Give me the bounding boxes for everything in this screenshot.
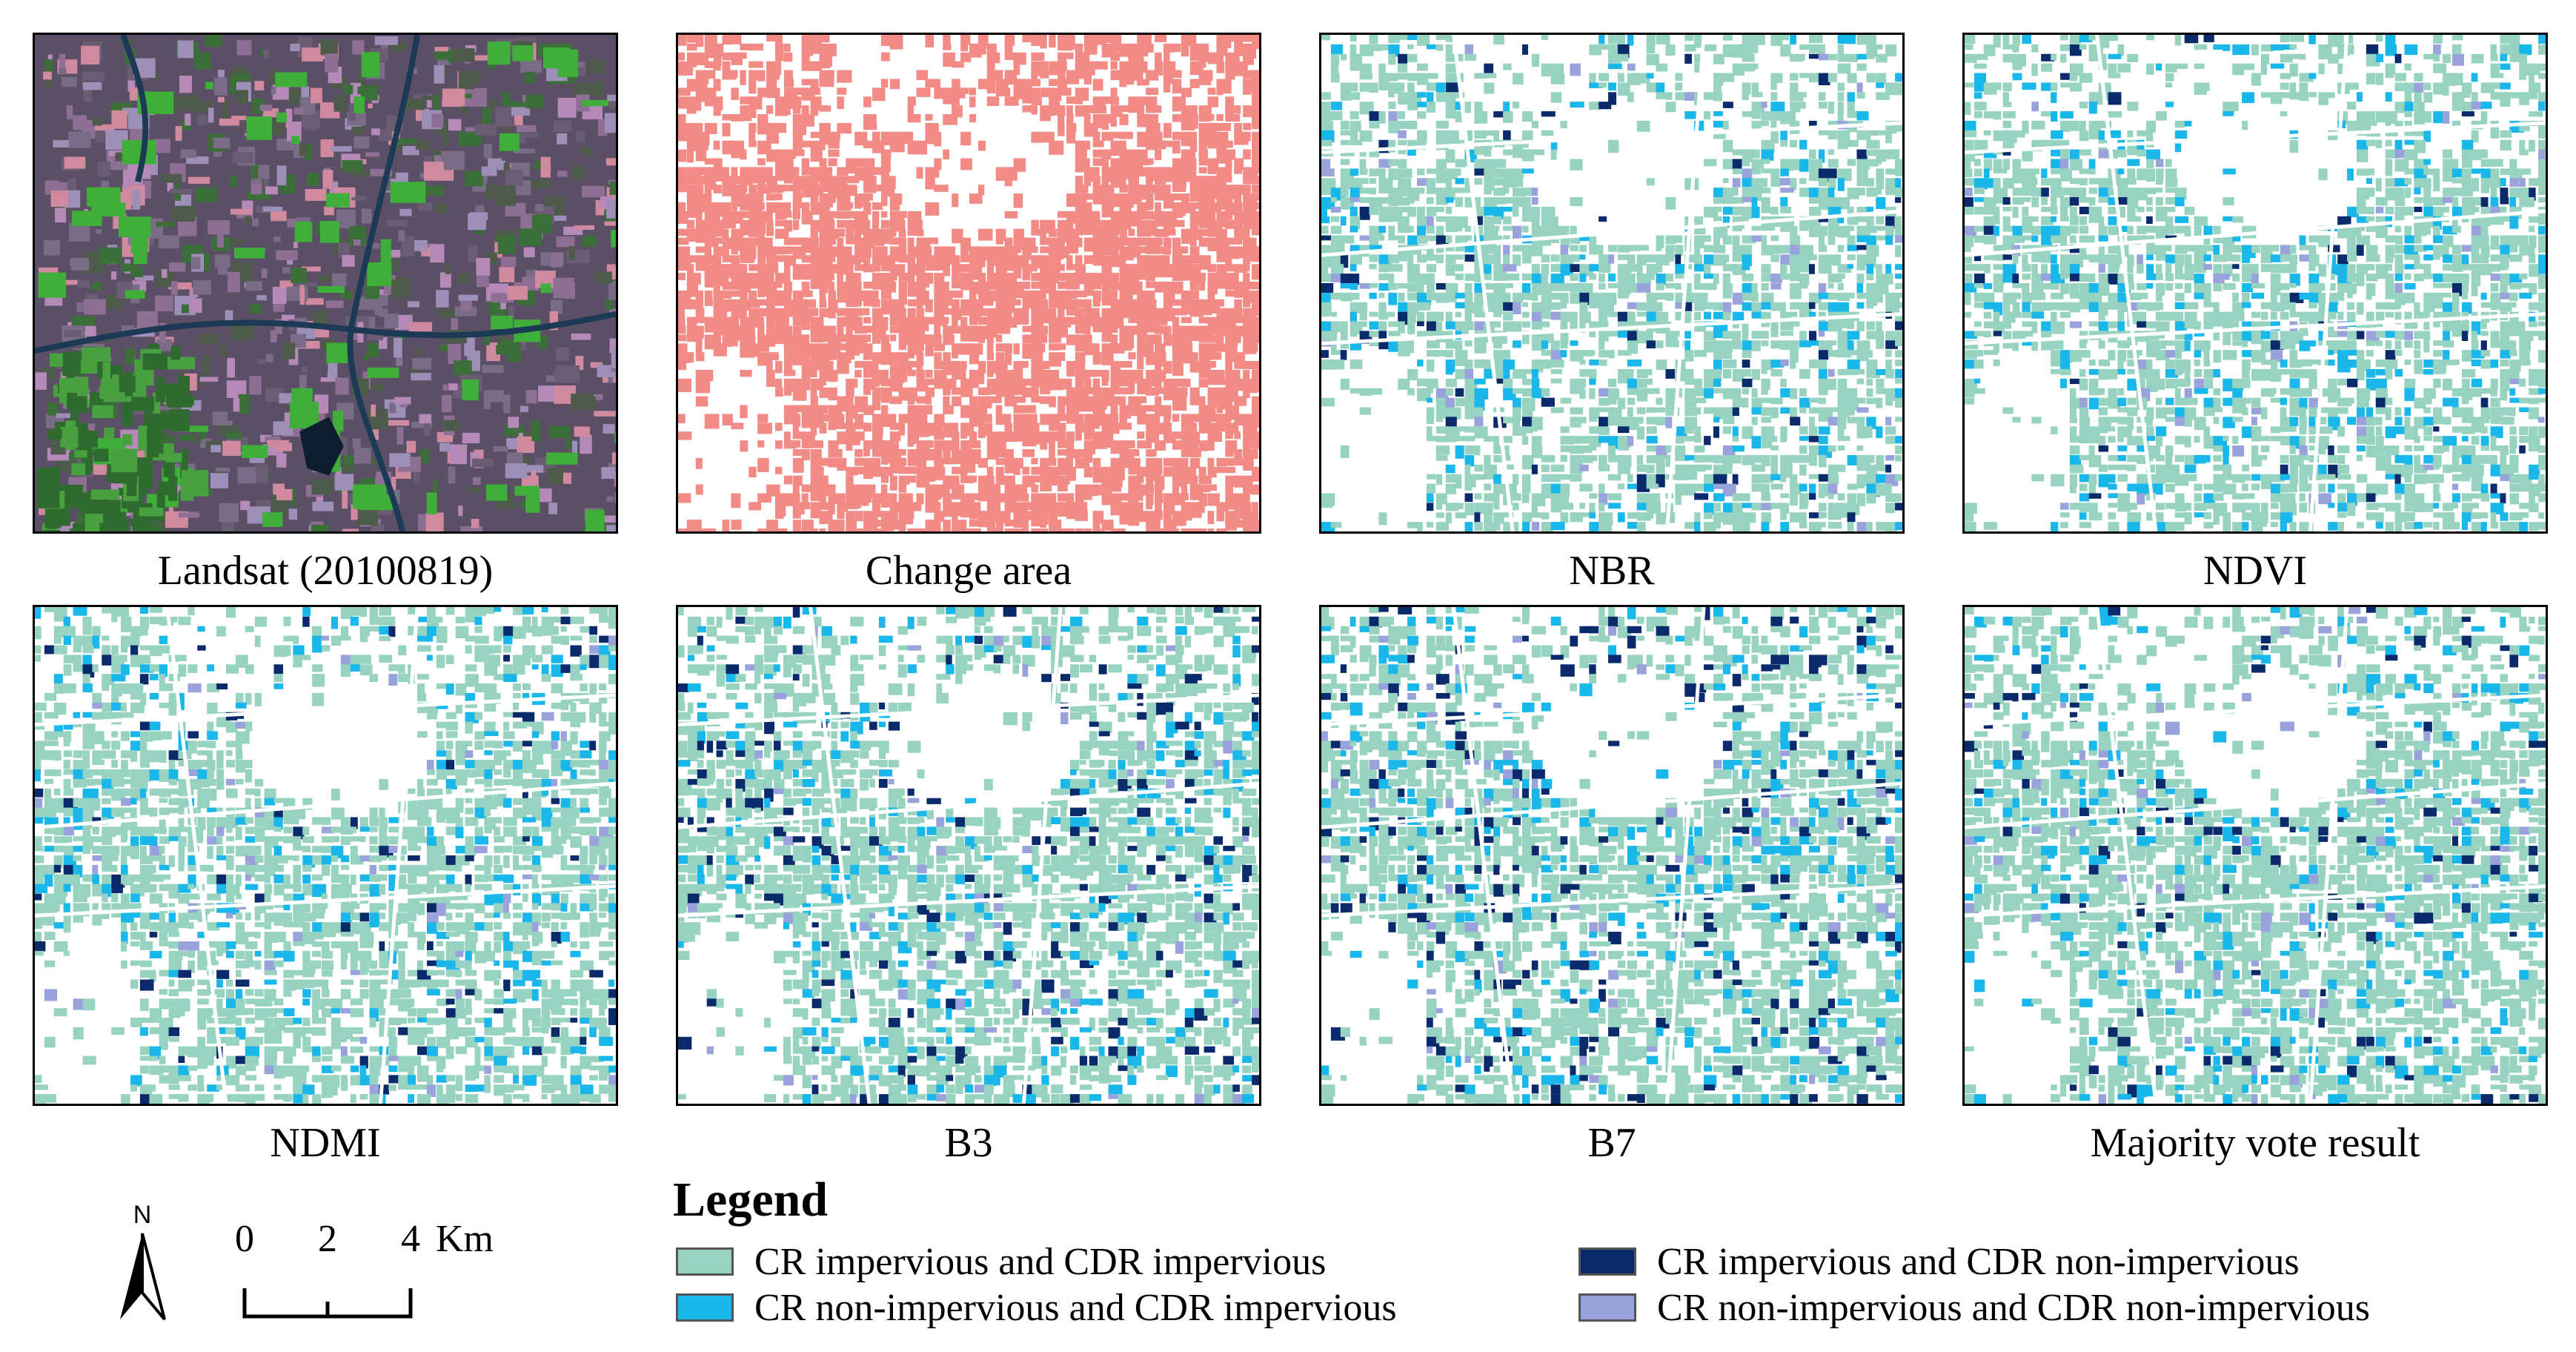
legend-swatch [1579,1247,1636,1276]
caption-ndmi: NDMI [270,1120,381,1166]
legend-swatch [676,1247,734,1276]
map-panel-change-area [676,33,1261,534]
caption-landsat: Landsat (20100819) [157,548,494,594]
class-raster [1965,607,2546,1104]
map-panel-ndvi [1962,33,2548,534]
class-raster [1321,607,1902,1104]
legend-item-cr-nonimp-cdr-nonimp: CR non-impervious and CDR non-impervious [1579,1286,2370,1329]
legend-label: CR impervious and CDR non-impervious [1657,1240,2300,1283]
class-raster [678,607,1259,1104]
b3-map [678,607,1259,1104]
class-raster [35,607,616,1104]
legend-label: CR non-impervious and CDR impervious [754,1286,1397,1329]
legend-swatch [676,1293,734,1322]
legend-item-cr-imp-cdr-imp: CR impervious and CDR impervious [676,1240,1327,1283]
map-panel-landsat [33,33,618,534]
north-arrow-scale-svg: N 0 2 4 Km [120,1201,494,1321]
scale-unit: Km [436,1218,494,1260]
caption-change-area: Change area [865,548,1072,594]
b7-map [1321,607,1902,1104]
majority-vote-map [1965,607,2546,1104]
north-label: N [133,1201,152,1229]
legend-swatch [1579,1293,1636,1322]
caption-ndvi: NDVI [2203,548,2307,594]
scale-tick-4: 4 [401,1218,420,1260]
legend-item-cr-imp-cdr-nonimp: CR impervious and CDR non-impervious [1579,1240,2300,1283]
scale-line [242,1288,413,1319]
north-arrow-icon [120,1233,166,1321]
map-panel-b3 [676,605,1261,1106]
ndmi-map [35,607,616,1104]
map-panel-nbr [1319,33,1905,534]
map-panel-majority [1962,605,2548,1106]
legend-label: CR non-impervious and CDR non-impervious [1657,1286,2370,1329]
landsat-raster [35,35,616,531]
scale-tick-0: 0 [235,1218,254,1260]
legend-label: CR impervious and CDR impervious [754,1240,1327,1283]
map-panel-b7 [1319,605,1905,1106]
legend-title: Legend [673,1173,829,1227]
change-area-map [678,35,1259,531]
ndvi-map [1965,35,2546,531]
caption-majority: Majority vote result [2090,1120,2420,1166]
class-raster [1321,35,1902,531]
scale-bar: N 0 2 4 Km [111,1201,526,1334]
caption-b3: B3 [944,1120,993,1166]
caption-nbr: NBR [1569,548,1655,594]
change-raster [678,35,1259,531]
class-raster [1965,35,2546,531]
scale-tick-2: 2 [318,1218,337,1260]
nbr-map [1321,35,1902,531]
map-panel-ndmi [33,605,618,1106]
caption-b7: B7 [1587,1120,1636,1166]
landsat-image [35,35,616,531]
legend-item-cr-nonimp-cdr-imp: CR non-impervious and CDR impervious [676,1286,1397,1329]
